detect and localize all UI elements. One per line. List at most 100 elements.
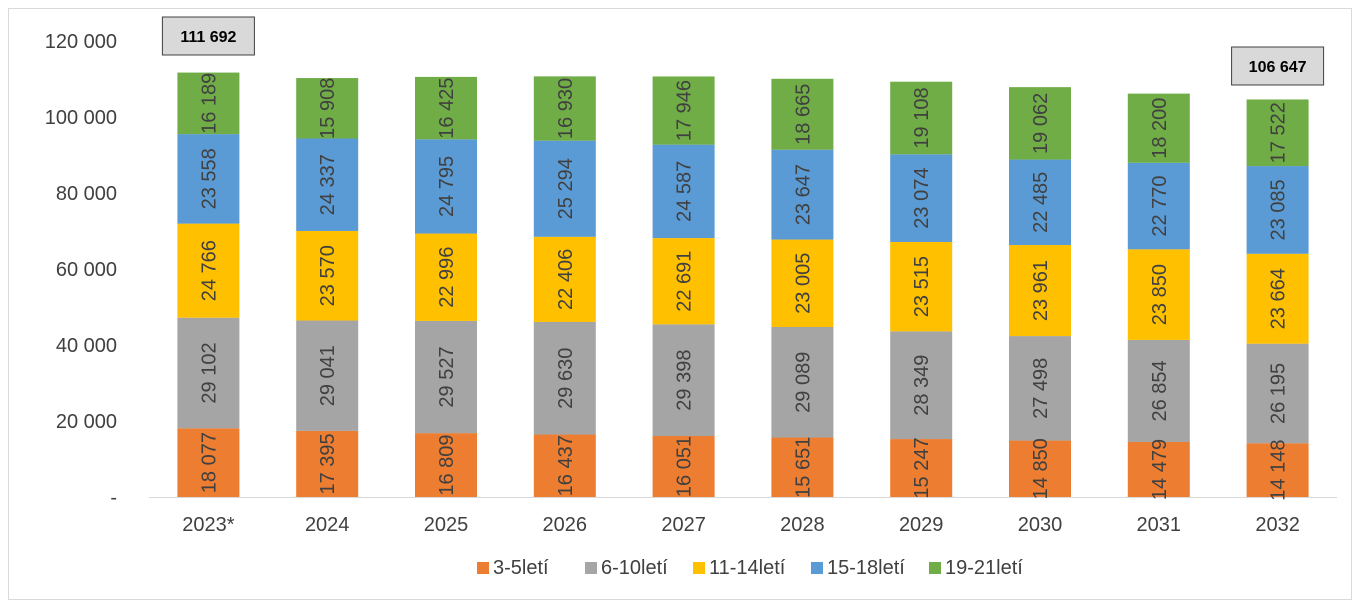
bar-segment-15-18letí xyxy=(533,140,596,237)
bar-segment-11-14letí xyxy=(771,239,834,327)
bar-segment-15-18letí xyxy=(177,134,240,224)
data-label: 17 395 xyxy=(317,433,339,494)
x-tick-label: 2030 xyxy=(1018,514,1063,536)
x-tick-label: 2032 xyxy=(1255,514,1300,536)
data-label: 28 349 xyxy=(911,355,933,416)
bar-segment-6-10letí xyxy=(771,326,834,438)
bar-segment-19-21letí xyxy=(177,72,240,135)
data-label: 16 425 xyxy=(436,78,458,139)
x-tick-label: 2025 xyxy=(424,514,469,536)
bar-segment-19-21letí xyxy=(1009,87,1071,160)
data-label: 16 930 xyxy=(555,78,577,139)
data-label: 23 074 xyxy=(911,168,933,229)
bar-segment-11-14letí xyxy=(1127,249,1190,340)
bar-segment-19-21letí xyxy=(771,78,834,150)
legend-label: 3-5letí xyxy=(493,557,549,579)
data-label: 27 498 xyxy=(1030,358,1052,419)
data-label: 18 665 xyxy=(792,84,814,145)
data-label: 23 558 xyxy=(198,148,220,209)
data-label: 23 647 xyxy=(792,164,814,225)
y-tick-label: 80 000 xyxy=(56,183,117,205)
bars xyxy=(177,72,1309,497)
data-label: 16 809 xyxy=(436,434,458,495)
bar-segment-19-21letí xyxy=(652,76,715,145)
data-label: 29 398 xyxy=(674,350,696,411)
total-annotation-box xyxy=(1231,46,1325,86)
legend-label: 19-21letí xyxy=(945,557,1023,579)
legend-swatch xyxy=(477,562,489,574)
bar-segment-3-5letí xyxy=(415,433,477,497)
total-annotation-label: 111 692 xyxy=(180,29,236,46)
bar-segment-6-10letí xyxy=(533,321,596,435)
bar-segment-6-10letí xyxy=(1009,336,1071,441)
y-tick-label: 40 000 xyxy=(56,335,117,357)
y-axis: - 20 000 40 000 60 000 80 000 100 000 120 000 xyxy=(45,31,1337,509)
bar-segment-6-10letí xyxy=(1246,343,1309,444)
bar-segment-11-14letí xyxy=(415,233,477,321)
y-tick-label: 60 000 xyxy=(56,259,117,281)
x-tick-label: 2029 xyxy=(899,514,944,536)
bar-segment-6-10letí xyxy=(890,331,953,440)
data-label: 29 527 xyxy=(436,346,458,407)
data-label: 14 850 xyxy=(1030,438,1052,499)
bar-segment-3-5letí xyxy=(1009,440,1071,497)
data-label: 17 522 xyxy=(1268,102,1290,163)
data-label: 26 195 xyxy=(1268,363,1290,424)
bar-segment-11-14letí xyxy=(177,223,240,318)
bar-segment-15-18letí xyxy=(1246,166,1309,254)
bar-segment-11-14letí xyxy=(1246,253,1309,344)
data-label: 23 570 xyxy=(317,245,339,306)
bar-segment-6-10letí xyxy=(652,324,715,437)
data-label: 16 051 xyxy=(674,436,696,497)
bar-segment-3-5letí xyxy=(177,428,240,497)
x-tick-label: 2027 xyxy=(661,514,706,536)
bar-segment-15-18letí xyxy=(771,149,834,240)
data-label: 17 946 xyxy=(674,80,696,141)
bar-segment-15-18letí xyxy=(1009,159,1071,246)
data-label: 18 200 xyxy=(1149,98,1171,159)
bar-segment-15-18letí xyxy=(1127,162,1190,250)
bar-segment-3-5letí xyxy=(296,430,359,497)
bar-segment-15-18letí xyxy=(890,154,953,242)
data-label: 29 630 xyxy=(555,348,577,409)
x-axis: 2023* 2024 2025 2026 2027 2028 2029 2030 2031 203… xyxy=(182,514,1300,536)
bar-segment-19-21letí xyxy=(890,81,953,155)
legend-label: 15-18letí xyxy=(827,557,905,579)
data-label: 16 189 xyxy=(198,73,220,134)
data-label: 22 485 xyxy=(1030,172,1052,233)
bar-segment-3-5letí xyxy=(771,437,834,497)
x-tick-label: 2031 xyxy=(1137,514,1182,536)
total-annotation-box xyxy=(161,16,255,56)
bar-segment-15-18letí xyxy=(415,139,477,234)
data-label: 23 961 xyxy=(1030,260,1052,321)
x-tick-label: 2026 xyxy=(543,514,588,536)
bar-segment-15-18letí xyxy=(296,138,359,231)
bar-segment-19-21letí xyxy=(296,78,359,139)
data-label: 15 651 xyxy=(792,437,814,498)
data-label: 26 854 xyxy=(1149,360,1171,421)
bar-segment-11-14letí xyxy=(296,230,359,321)
legend-label: 11-14letí xyxy=(709,557,786,579)
legend-swatch xyxy=(929,562,941,574)
bar-segment-6-10letí xyxy=(415,320,477,434)
bar-segment-11-14letí xyxy=(652,238,715,325)
data-label: 22 691 xyxy=(674,251,696,312)
data-label: 15 908 xyxy=(317,78,339,139)
data-labels: 18 077 29 102 24 766 23 558 16 189 17 395 29 0… xyxy=(198,73,1289,501)
bar-segment-3-5letí xyxy=(890,439,953,497)
data-label: 18 077 xyxy=(198,432,220,493)
bar-segment-15-18letí xyxy=(652,144,715,239)
data-label: 14 479 xyxy=(1149,439,1171,500)
data-label: 19 108 xyxy=(911,87,933,148)
bar-segment-11-14letí xyxy=(533,236,596,322)
data-label: 29 089 xyxy=(792,352,814,413)
data-label: 24 766 xyxy=(198,240,220,301)
bar-segment-19-21letí xyxy=(1246,99,1309,167)
data-label: 23 515 xyxy=(911,256,933,317)
data-label: 14 148 xyxy=(1268,440,1290,501)
data-label: 24 795 xyxy=(436,156,458,217)
chart-container: -20 000 40 000 60 000 80 000 100 000 120 000 … xyxy=(8,8,1352,600)
data-label: 24 337 xyxy=(317,154,339,215)
total-annotations: 111 692 106 647 xyxy=(161,16,1325,86)
